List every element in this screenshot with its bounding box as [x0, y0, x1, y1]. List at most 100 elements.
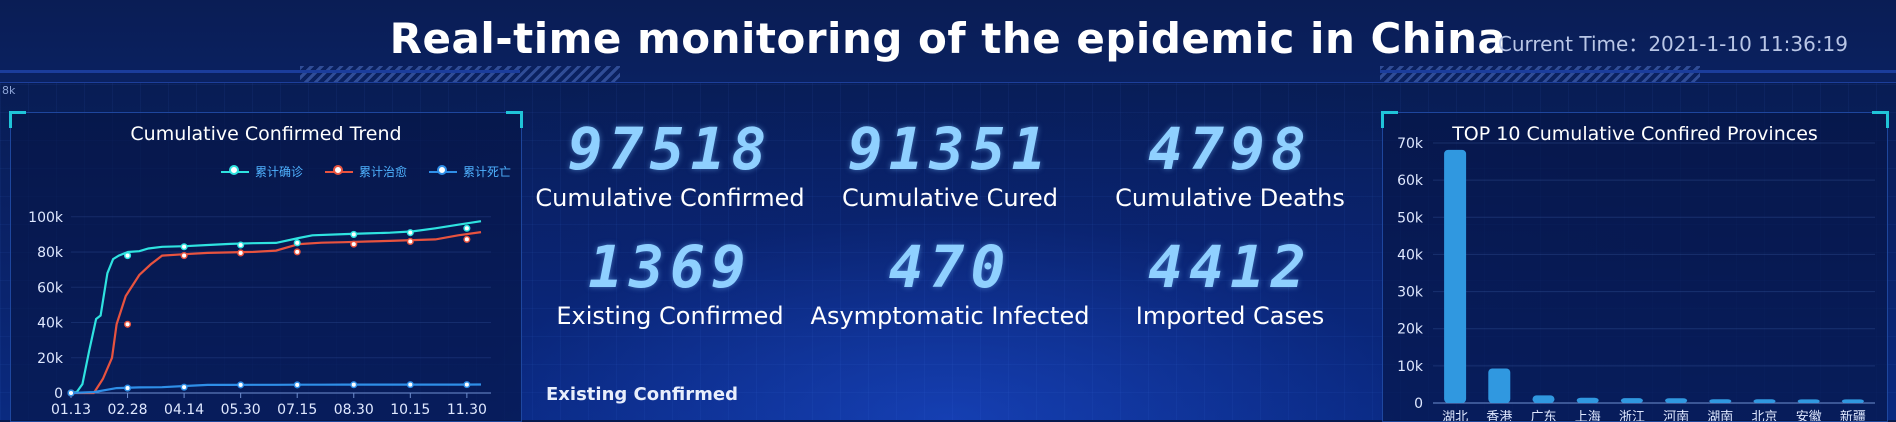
trend-chart: 0 20k 40k 60k 80k 100k 01.13 02.28 04.14 05.30 07.…	[28, 210, 491, 418]
existing-confirmed-heading: Existing Confirmed	[546, 384, 738, 405]
corner-decoration	[506, 111, 523, 128]
bar	[1532, 395, 1555, 403]
y-tick-label: 40k	[1397, 247, 1424, 263]
stat-cumulative-cured: 91351 Cumulative Cured	[810, 118, 1090, 212]
x-tick-label: 上海	[1575, 410, 1601, 421]
legend-line-icon	[428, 164, 457, 175]
corner-decoration	[1872, 111, 1889, 128]
data-point	[350, 230, 358, 238]
data-point	[237, 241, 245, 249]
legend-item-confirmed[interactable]: 累计确诊	[220, 163, 303, 180]
header: Real-time monitoring of the epidemic in …	[0, 0, 1896, 83]
data-point	[350, 240, 358, 248]
legend-label: 累计治愈	[358, 165, 407, 179]
data-point	[180, 243, 188, 251]
bar	[1444, 149, 1467, 403]
data-point	[67, 389, 75, 397]
series-line-cured	[71, 231, 482, 395]
stat-label: Imported Cases	[1135, 302, 1325, 330]
x-tick-label: 广东	[1530, 410, 1556, 421]
y-tick-label: 60k	[37, 280, 64, 296]
trend-legend[interactable]: 累计确诊 累计治愈 累计死亡	[220, 163, 511, 180]
legend-item-deaths[interactable]: 累计死亡	[428, 163, 511, 180]
legend-item-cured[interactable]: 累计治愈	[324, 163, 407, 180]
y-tick-label: 40k	[37, 316, 64, 332]
bar	[1665, 398, 1688, 403]
stat-value: 1369	[588, 233, 752, 301]
x-tick-label: 湖南	[1707, 409, 1733, 421]
bar	[1841, 399, 1864, 403]
bar	[1488, 368, 1511, 403]
data-point	[350, 381, 358, 389]
x-tick-label: 02.28	[108, 402, 148, 418]
stat-value: 470	[888, 233, 1012, 301]
legend-line-icon	[324, 164, 353, 175]
top10-panel: TOP 10 Cumulative Confired Provinces 0 10…	[1381, 111, 1889, 422]
x-tick-label: 香港	[1486, 410, 1512, 421]
data-point	[293, 381, 301, 389]
y-tick-label: 100k	[28, 210, 64, 226]
corner-decoration	[9, 111, 26, 128]
data-point	[180, 383, 188, 391]
data-point	[406, 381, 414, 389]
legend-line-icon	[220, 164, 249, 175]
data-point	[406, 237, 414, 246]
data-point	[293, 248, 301, 256]
data-point	[124, 384, 132, 392]
bar	[1709, 399, 1732, 403]
stat-value: 4798	[1148, 115, 1312, 183]
stat-asymptomatic-infected: 470 Asymptomatic Infected	[810, 236, 1090, 330]
data-point	[406, 229, 414, 237]
data-point	[463, 235, 471, 243]
y-tick-label: 10k	[1397, 359, 1424, 375]
stat-cumulative-deaths: 4798 Cumulative Deaths	[1090, 118, 1370, 212]
corner-label: 8k	[2, 84, 16, 97]
x-tick-label: 07.15	[277, 402, 317, 418]
top10-chart-title: TOP 10 Cumulative Confired Provinces	[1452, 123, 1818, 145]
stat-cumulative-confirmed: 97518 Cumulative Confirmed	[530, 118, 810, 212]
x-tick-label: 浙江	[1619, 410, 1645, 421]
x-tick-label: 北京	[1751, 410, 1777, 421]
y-tick-label: 50k	[1397, 210, 1424, 226]
x-tick-label: 05.30	[221, 402, 261, 418]
stat-existing-confirmed: 1369 Existing Confirmed	[530, 236, 810, 330]
bar	[1576, 397, 1599, 403]
y-tick-label: 0	[54, 386, 63, 402]
stat-value: 4412	[1148, 233, 1312, 301]
stat-value: 91351	[847, 115, 1053, 183]
stat-label: Asymptomatic Infected	[810, 302, 1090, 330]
header-bar-left	[0, 70, 520, 73]
data-point	[124, 252, 132, 260]
stat-value: 97518	[567, 115, 773, 183]
bar	[1620, 398, 1643, 403]
trend-chart-title: Cumulative Confirmed Trend	[130, 123, 402, 145]
y-tick-label: 70k	[1397, 136, 1424, 152]
legend-label: 累计确诊	[254, 165, 303, 179]
corner-decoration	[1381, 111, 1398, 128]
x-tick-label: 10.15	[390, 402, 430, 418]
header-decoration-left	[300, 66, 620, 82]
bar	[1753, 399, 1776, 403]
x-tick-label: 04.14	[164, 402, 204, 418]
y-tick-label: 0	[1414, 396, 1423, 412]
x-tick-label: 安徽	[1796, 410, 1822, 421]
stat-imported-cases: 4412 Imported Cases	[1090, 236, 1370, 330]
x-tick-label: 11.30	[447, 402, 487, 418]
top10-chart: 0 10k 20k 30k 40k 50k 60k 70k 湖北 香港 广东 上海 浙江 河南 湖南 北京 安徽…	[1397, 136, 1875, 421]
data-point	[124, 320, 132, 328]
x-tick-label: 08.30	[334, 402, 374, 418]
series-line-deaths	[70, 383, 482, 395]
stat-label: Cumulative Deaths	[1115, 184, 1345, 212]
data-point	[463, 224, 471, 232]
y-tick-label: 30k	[1397, 285, 1424, 301]
stat-label: Cumulative Confirmed	[535, 184, 805, 212]
y-tick-label: 20k	[1397, 322, 1424, 338]
data-point	[237, 249, 245, 257]
current-time-label: Current Time：	[1497, 32, 1649, 56]
x-tick-label: 新疆	[1840, 409, 1866, 421]
stat-label: Cumulative Cured	[842, 184, 1058, 212]
page-title: Real-time monitoring of the epidemic in …	[389, 14, 1507, 63]
trend-panel: Cumulative Confirmed Trend 累计确诊 累计治愈 累计死…	[9, 111, 523, 422]
series-line-confirmed	[70, 220, 482, 394]
y-tick-label: 60k	[1397, 173, 1424, 189]
